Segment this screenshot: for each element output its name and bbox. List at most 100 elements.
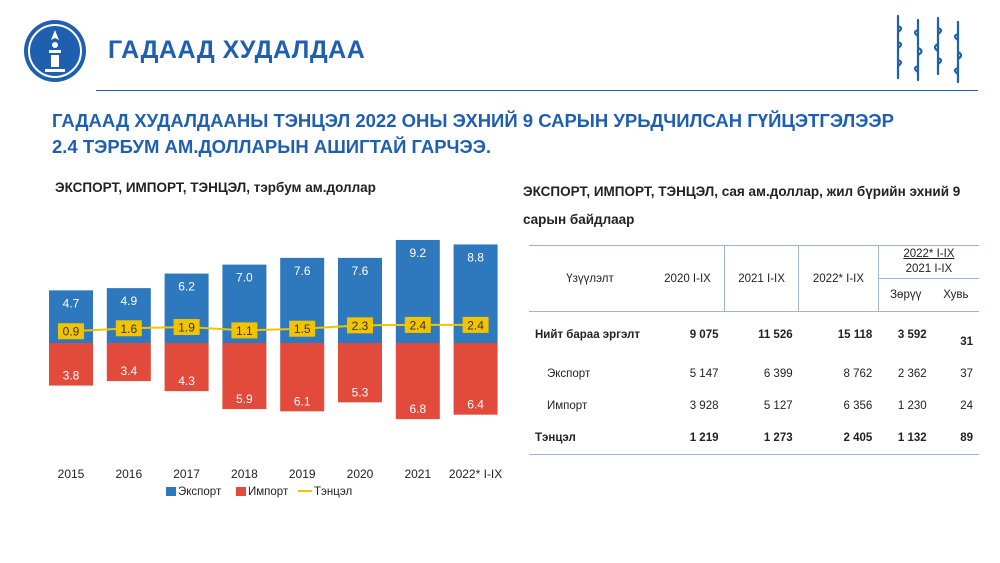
import-bar [49,343,93,386]
balance-marker [58,323,84,340]
header-group-top: 2022* I-IX [903,248,955,260]
trade-table: Үзүүлэлт 2020 I-IX 2021 I-IX 2022* I-IX … [529,245,979,455]
table-row: Тэнцэл 1 219 1 273 2 405 1 132 89 [529,422,979,455]
import-bar [453,343,498,415]
export-label: 6.2 [178,280,195,294]
cell-2020: 3 928 [689,400,719,412]
table-header-row: Үзүүлэлт 2020 I-IX 2021 I-IX 2022* I-IX … [529,245,979,312]
x-tick-label: 2020 [347,467,374,481]
balance-marker [462,316,489,333]
x-tick-label: 2017 [173,467,200,481]
import-label: 6.8 [409,402,426,416]
balance-label: 1.9 [178,321,195,335]
headline-line-1: ГАДААД ХУДАЛДААНЫ ТЭНЦЭЛ 2022 ОНЫ ЭХНИЙ … [52,110,894,131]
import-bar [222,343,267,410]
table-row: Нийт бараа эргэлт 9 075 11 526 15 118 3 … [529,312,979,359]
import-label: 3.8 [63,369,80,383]
cell-2020: 9 075 [689,329,719,341]
export-label: 7.6 [294,264,311,278]
cell-2022: 8 762 [843,368,873,380]
import-bar [106,343,151,382]
table-row: Импорт 3 928 5 127 6 356 1 230 24 [529,390,979,422]
export-label: 9.2 [409,246,426,260]
mongolian-script-icon [896,14,963,84]
import-bar [338,343,382,403]
x-tick-label: 2022* I-IX [449,467,502,481]
header-diff: Зөрүү [877,278,933,312]
export-label: 7.6 [352,264,369,278]
cell-diff: 3 592 [897,329,927,341]
cell-share: 24 [960,400,973,412]
page-title: ГАДААД ХУДАЛДАА [108,36,366,64]
headline: ГАДААД ХУДАЛДААНЫ ТЭНЦЭЛ 2022 ОНЫ ЭХНИЙ … [52,108,952,160]
cell-share: 89 [932,422,979,455]
cell-share: 31 [960,336,973,348]
import-label: 6.1 [294,394,311,408]
cell-2021: 1 273 [724,422,799,455]
header-2020: 2020 I-IX [651,245,725,312]
state-emblem-icon [24,20,86,82]
cell-2022: 15 118 [837,329,873,341]
import-bar [395,343,440,420]
import-label: 5.3 [352,385,369,399]
x-tick-label: 2015 [58,467,85,481]
trade-bar-chart: 4.7 3.8 2015 4.9 3.4 2016 6.2 4.3 2017 7.0 5.9 2018… [49,239,502,498]
balance-marker [173,319,200,336]
balance-label: 0.9 [63,325,80,339]
row-label: Экспорт [547,368,591,380]
cell-2022: 2 405 [798,422,879,455]
import-bar [164,343,209,392]
balance-marker [231,322,258,339]
x-tick-label: 2019 [289,467,316,481]
cell-2021: 6 399 [763,368,793,380]
import-label: 6.4 [467,398,484,412]
header-divider [96,90,978,91]
balance-marker [347,317,373,334]
headline-line-2: 2.4 ТЭРБУМ АМ.ДОЛЛАРЫН АШИГТАЙ ГАРЧЭЭ. [52,136,491,157]
table-title: ЭКСПОРТ, ИМПОРТ, ТЭНЦЭЛ, сая ам.доллар, … [523,184,961,227]
header-group-bottom: 2021 I-IX [905,263,953,275]
cell-diff: 2 362 [897,368,927,380]
cell-diff: 1 230 [897,400,927,412]
export-label: 4.7 [63,296,80,310]
header-2021: 2021 I-IX [723,245,799,312]
cell-share: 37 [960,368,973,380]
balance-label: 2.4 [467,318,484,332]
balance-label: 1.5 [294,322,311,336]
import-label: 3.4 [120,364,137,378]
balance-marker [289,320,316,337]
export-label: 8.8 [467,250,484,264]
x-tick-label: 2021 [404,467,431,481]
row-label: Нийт бараа эргэлт [535,329,640,341]
row-label: Импорт [547,400,588,412]
cell-2020: 5 147 [689,368,719,380]
legend-export-swatch [166,487,176,496]
balance-label: 1.1 [236,324,253,338]
header-share: Хувь [932,278,979,312]
cell-2020: 1 219 [651,422,725,455]
legend-import-swatch [236,487,246,496]
export-label: 4.9 [120,294,137,308]
cell-2022: 6 356 [843,400,873,412]
x-tick-label: 2016 [115,467,142,481]
import-label: 5.9 [236,392,253,406]
cell-diff: 1 132 [878,422,933,455]
balance-marker [115,320,142,337]
row-label: Тэнцэл [529,422,651,455]
header-indicator: Үзүүлэлт [529,245,651,312]
export-label: 7.0 [236,271,253,285]
legend-balance-label: Тэнцэл [314,486,352,498]
table-row: Экспорт 5 147 6 399 8 762 2 362 37 [529,358,979,390]
legend-export-label: Экспорт [178,486,222,498]
header-group: 2022* I-IX 2021 I-IX [877,245,979,279]
balance-marker [404,316,431,333]
legend-import-label: Импорт [248,486,289,498]
header-2022: 2022* I-IX [798,245,879,312]
x-tick-label: 2018 [231,467,258,481]
chart-title: ЭКСПОРТ, ИМПОРТ, ТЭНЦЭЛ, тэрбум ам.долла… [55,180,376,195]
balance-label: 2.4 [409,318,426,332]
cell-2021: 11 526 [758,329,793,341]
table-subheader-row: Зөрүү Хувь [529,278,979,312]
cell-2021: 5 127 [763,400,793,412]
balance-label: 2.3 [352,319,369,333]
